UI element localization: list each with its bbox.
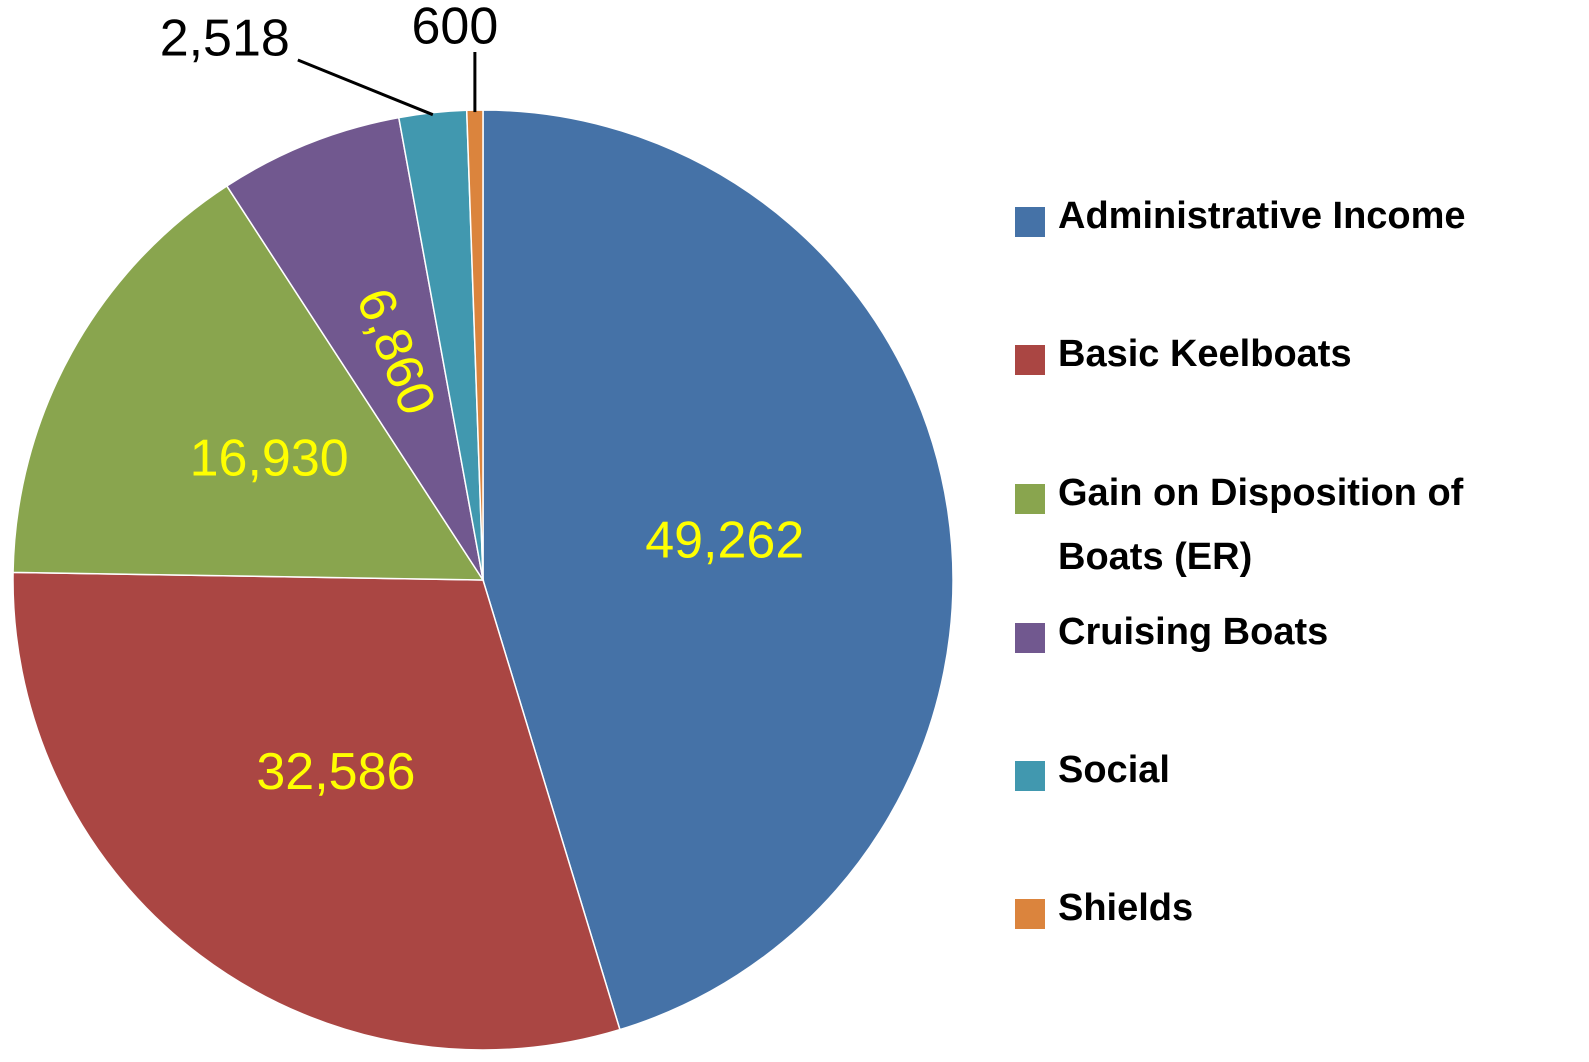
legend-label: Gain on Disposition of Boats (ER) xyxy=(1058,461,1578,589)
legend-swatch xyxy=(1015,484,1045,514)
legend-label: Cruising Boats xyxy=(1058,600,1578,664)
legend-item: Gain on Disposition of Boats (ER) xyxy=(1015,477,1585,589)
legend-item: Shields xyxy=(1015,892,1585,940)
legend-swatch xyxy=(1015,207,1045,237)
legend-swatch xyxy=(1015,623,1045,653)
data-label: 32,586 xyxy=(256,743,415,801)
legend-label: Social xyxy=(1058,738,1578,802)
legend-label: Basic Keelboats xyxy=(1058,322,1578,386)
data-label: 2,518 xyxy=(160,10,290,68)
data-label: 49,262 xyxy=(645,512,804,570)
legend-item: Basic Keelboats xyxy=(1015,338,1585,386)
legend-label: Administrative Income xyxy=(1058,184,1578,248)
data-label: 600 xyxy=(412,0,499,56)
data-label: 16,930 xyxy=(190,429,349,487)
legend-swatch xyxy=(1015,345,1045,375)
legend-swatch xyxy=(1015,899,1045,929)
legend-swatch xyxy=(1015,761,1045,791)
legend-item: Administrative Income xyxy=(1015,200,1585,248)
legend-item: Cruising Boats xyxy=(1015,616,1585,664)
leader-line xyxy=(298,60,433,115)
page: {"chart_data": {"type": "pie", "categori… xyxy=(0,0,1589,1062)
legend-label: Shields xyxy=(1058,876,1578,940)
legend-item: Social xyxy=(1015,754,1585,802)
